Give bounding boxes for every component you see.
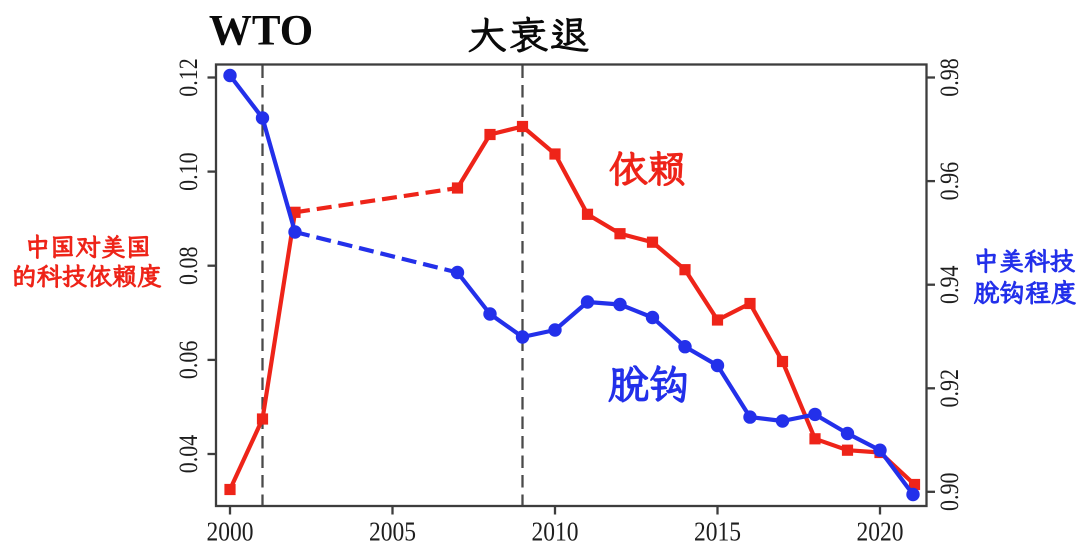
svg-text:0.96: 0.96 — [935, 162, 964, 201]
svg-text:2005: 2005 — [369, 517, 416, 547]
svg-text:2020: 2020 — [857, 517, 904, 547]
svg-text:0.12: 0.12 — [174, 58, 203, 97]
svg-text:0.06: 0.06 — [174, 341, 203, 380]
svg-text:0.94: 0.94 — [935, 265, 964, 304]
svg-text:0.10: 0.10 — [174, 152, 203, 191]
svg-text:2015: 2015 — [694, 517, 741, 547]
svg-text:0.90: 0.90 — [935, 473, 964, 512]
svg-text:2010: 2010 — [532, 517, 579, 547]
svg-text:0.04: 0.04 — [174, 435, 203, 474]
svg-text:0.08: 0.08 — [174, 246, 203, 285]
svg-text:WTO: WTO — [209, 8, 313, 55]
svg-text:0.98: 0.98 — [935, 58, 964, 97]
svg-text:2000: 2000 — [207, 517, 254, 547]
svg-text:0.92: 0.92 — [935, 369, 964, 408]
